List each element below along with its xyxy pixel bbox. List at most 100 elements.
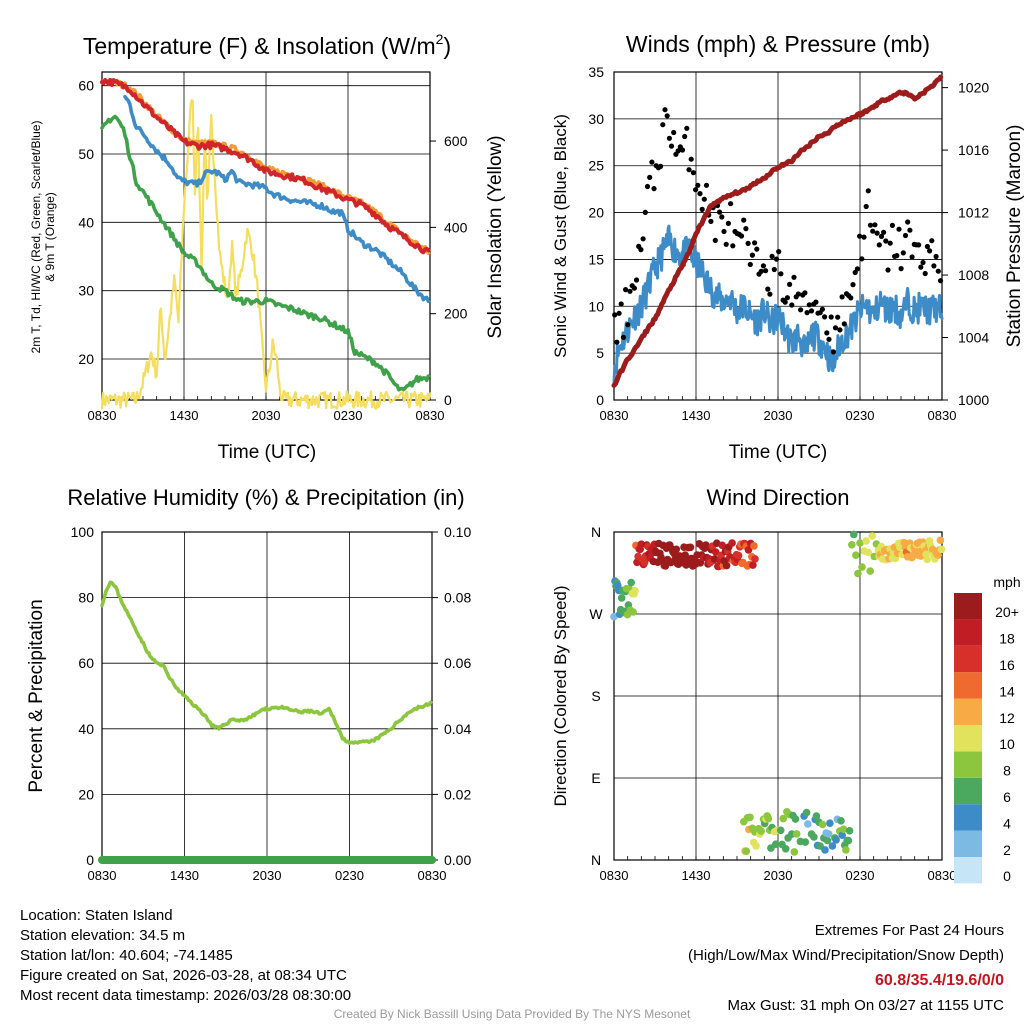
- temp-xtick-label: 1430: [170, 408, 199, 423]
- rh-ytick-right: 0.00: [444, 852, 471, 868]
- wdir-point: [640, 558, 649, 567]
- wdir-point: [804, 820, 812, 828]
- wind-gust-point: [767, 291, 773, 297]
- wind-gust-point: [798, 307, 804, 313]
- wdir-point: [864, 548, 872, 557]
- colorbar-swatch: [954, 593, 982, 620]
- wind-gust-point: [824, 330, 830, 336]
- wind-gust-point: [743, 226, 749, 232]
- colorbar-swatch: [954, 619, 982, 646]
- wind-gust-point: [898, 266, 904, 272]
- wind-xlabel: Time (UTC): [729, 442, 828, 463]
- wind-gust-point: [872, 222, 878, 228]
- wdir-point: [848, 541, 856, 549]
- wdir-point: [824, 830, 833, 838]
- wind-gust-point: [688, 156, 694, 162]
- wind-gust-point: [623, 287, 629, 293]
- wdir-point: [837, 817, 845, 825]
- wdir-ytick: E: [591, 770, 600, 786]
- wdir-point: [742, 847, 751, 855]
- colorbar-swatch: [954, 830, 982, 857]
- colorbar-label: 12: [999, 710, 1015, 726]
- temp-series-td: [100, 114, 431, 392]
- wdir-point: [850, 530, 858, 539]
- wdir-point: [661, 562, 670, 570]
- wind-gust-point: [717, 209, 723, 215]
- wind-gust-point: [618, 301, 624, 307]
- wdir-point: [722, 561, 731, 570]
- wdir-point: [610, 612, 618, 621]
- wind-gust-point: [754, 246, 760, 252]
- wind-xtick-label: 2030: [764, 408, 793, 423]
- wdir-point: [629, 608, 637, 616]
- wind-gust-point: [876, 242, 882, 248]
- wind-gust-point: [883, 238, 889, 244]
- wind-gust-point: [924, 243, 931, 250]
- wdir-point: [937, 545, 946, 554]
- wind-gust-point: [647, 174, 653, 180]
- wdir-xtick-label: 2030: [764, 868, 793, 883]
- wdir-point: [631, 587, 639, 595]
- wind-gust-point: [863, 203, 869, 210]
- wdir-point: [702, 541, 710, 549]
- wind-ytick-right: 1012: [958, 205, 989, 221]
- wdir-point: [627, 578, 635, 587]
- colorbar-label: 4: [1003, 815, 1011, 831]
- wind-gust-point: [712, 237, 718, 243]
- wind-gust-point: [870, 228, 876, 234]
- wind-gust-point: [929, 238, 935, 244]
- wdir-point: [744, 546, 753, 554]
- wind-gust-point: [902, 232, 909, 239]
- wind-ytick-left: 25: [588, 158, 604, 174]
- wind-gust-point: [854, 266, 861, 272]
- wind-gust-point: [763, 268, 769, 274]
- recent-timestamp: Most recent data timestamp: 2026/03/28 0…: [20, 987, 352, 1004]
- rh-ytick-right: 0.08: [444, 590, 471, 606]
- wind-gust-point: [771, 266, 777, 273]
- temp-ytick-right: 400: [444, 219, 468, 235]
- wdir-ytick: W: [589, 606, 603, 622]
- wind-panel-title: Winds (mph) & Pressure (mb): [626, 31, 930, 57]
- wind-gust-point: [682, 133, 688, 140]
- wind-gust-point: [920, 259, 926, 266]
- station-location: Location: Staten Island: [20, 907, 173, 924]
- temp-ylabel-left-1: 2m T, Td, HI/WC (Red, Green, Scarlet/Blu…: [29, 121, 43, 354]
- wdir-xtick-label: 1430: [682, 868, 711, 883]
- wind-gust-point: [728, 201, 734, 207]
- colorbar-label: 2: [1003, 842, 1011, 858]
- temp-ytick-left: 50: [78, 146, 94, 162]
- wind-gust-point: [905, 219, 911, 225]
- wdir-point: [781, 845, 790, 853]
- extremes-info: Extremes For Past 24 Hours (High/Low/Max…: [688, 918, 1004, 1018]
- wdir-point: [752, 842, 760, 850]
- wind-gust-point: [703, 182, 710, 188]
- temp-ytick-left: 20: [78, 351, 94, 367]
- wind-gust-point: [933, 253, 939, 260]
- wdir-ylabel-left: Direction (Colored By Speed): [551, 585, 570, 806]
- rh-ytick-left: 0: [86, 852, 94, 868]
- colorbar-swatch: [954, 804, 982, 831]
- wdir-point: [772, 840, 780, 848]
- extremes-values: 60.8/35.4/19.6/0/0: [875, 972, 1004, 989]
- wdir-point: [936, 536, 945, 544]
- rh-xtick-label: 0830: [88, 868, 117, 883]
- wdir-point: [757, 827, 765, 835]
- wdir-point: [856, 539, 864, 547]
- wind-gust-point: [822, 314, 828, 320]
- extremes-title: Extremes For Past 24 Hours: [814, 922, 1004, 939]
- wind-gust-point: [778, 271, 784, 277]
- colorbar-swatch: [954, 672, 982, 699]
- wind-gust-point: [857, 233, 863, 239]
- wind-ylabel-left: Sonic Wind & Gust (Blue, Black): [551, 114, 570, 358]
- wind-gust-point: [660, 122, 666, 128]
- wdir-point: [923, 555, 931, 564]
- wind-gust-point: [625, 322, 631, 328]
- wdir-point: [842, 846, 850, 854]
- wind-ytick-left: 15: [588, 251, 604, 267]
- temp-xtick-label: 2030: [252, 408, 281, 423]
- wind-gust-point: [874, 230, 880, 236]
- colorbar-swatch: [954, 777, 982, 805]
- wind-ylabel-right: Station Pressure (Maroon): [1004, 125, 1024, 348]
